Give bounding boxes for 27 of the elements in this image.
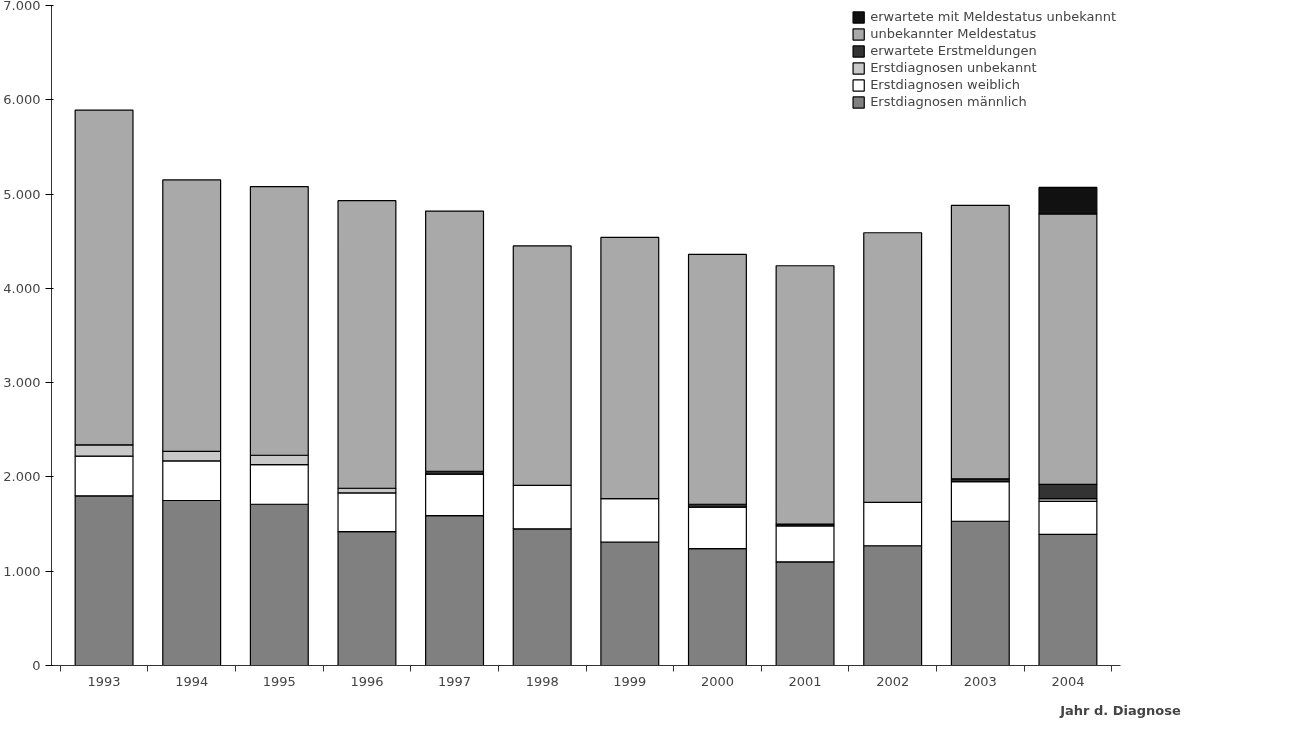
- x-tick-label: 1999: [613, 673, 647, 689]
- x-tick-label: 1998: [525, 673, 559, 689]
- legend-label: Erstdiagnosen unbekannt: [870, 60, 1037, 75]
- x-tick-label: 2004: [1051, 673, 1085, 689]
- x-tick-label: 1993: [87, 673, 121, 689]
- x-tick-label: 2002: [876, 673, 910, 689]
- y-tick-label: 2.000: [3, 469, 41, 485]
- x-tick-label: 1996: [350, 673, 384, 689]
- legend-label: erwartete mit Meldestatus unbekannt: [870, 9, 1116, 24]
- y-tick-label: 5.000: [3, 186, 41, 202]
- legend-label: Erstdiagnosen männlich: [870, 94, 1027, 109]
- x-tick-label: 2003: [963, 673, 997, 689]
- y-tick-label: 0: [32, 658, 41, 673]
- legend-label: erwartete Erstmeldungen: [870, 43, 1037, 58]
- x-tick-label: 1994: [175, 673, 209, 689]
- x-axis-title: Jahr d. Diagnose: [1059, 702, 1181, 718]
- x-tick-label: 1995: [262, 673, 296, 689]
- x-tick-label: 2000: [700, 673, 734, 689]
- y-tick-label: 4.000: [3, 280, 41, 296]
- legend-label: Erstdiagnosen weiblich: [870, 77, 1021, 92]
- y-tick-label: 7.000: [3, 0, 41, 13]
- legend-label: unbekannter Meldestatus: [870, 26, 1037, 41]
- y-tick-label: 6.000: [3, 92, 41, 108]
- y-tick-label: 1.000: [3, 563, 41, 579]
- x-tick-label: 1997: [438, 673, 472, 689]
- x-tick-label: 2001: [788, 673, 822, 689]
- y-tick-label: 3.000: [3, 375, 41, 391]
